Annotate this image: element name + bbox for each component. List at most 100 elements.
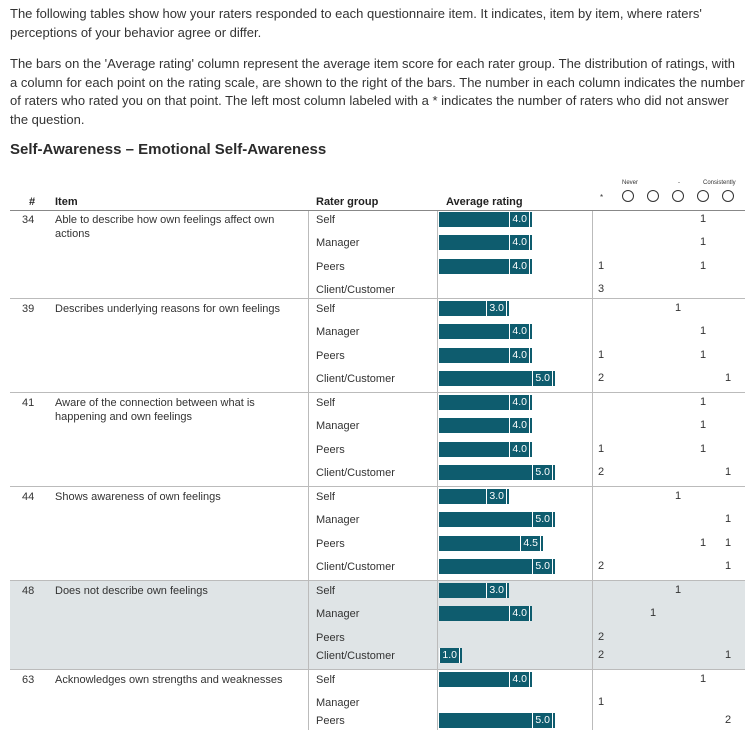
average-rating-value: 1.0	[439, 648, 460, 663]
header-average-rating: Average rating	[446, 196, 523, 208]
average-rating-bar: 4.0	[439, 395, 532, 410]
header-rater-group: Rater group	[316, 196, 379, 208]
average-rating-bar: 4.0	[439, 324, 532, 339]
rater-group-label: Self	[316, 303, 335, 315]
rating-count: 1	[724, 372, 732, 384]
rater-group-label: Manager	[316, 326, 360, 338]
item-block	[10, 581, 745, 669]
rating-count: 1	[597, 696, 605, 708]
rating-count: 1	[699, 213, 707, 225]
rater-group-label: Client/Customer	[316, 467, 395, 479]
scale-point-5-icon	[722, 190, 734, 202]
item-text: Describes underlying reasons for own fee…	[55, 303, 281, 315]
average-rating-value: 4.5	[520, 536, 541, 551]
section-title: Self-Awareness – Emotional Self-Awarenes…	[10, 141, 327, 158]
rating-count: 1	[597, 349, 605, 361]
average-rating-bar: 4.0	[439, 418, 532, 433]
rater-group-label: Manager	[316, 514, 360, 526]
average-rating-bar: 5.0	[439, 465, 555, 480]
intro-paragraph-2: The bars on the 'Average rating' column …	[10, 56, 745, 127]
rating-count: 3	[597, 283, 605, 295]
average-rating-value: 4.0	[509, 235, 530, 250]
average-rating-bar: 5.0	[439, 371, 555, 386]
rater-group-label: Manager	[316, 420, 360, 432]
scale-label-consistently: Consistently	[703, 180, 736, 186]
average-rating-bar: 4.0	[439, 606, 532, 621]
item-separator	[10, 392, 745, 393]
no-answer-column-header: *	[600, 193, 604, 202]
rating-count: 2	[597, 560, 605, 572]
rater-group-label: Client/Customer	[316, 284, 395, 296]
average-rating-bar: 3.0	[439, 583, 509, 598]
rating-count: 1	[597, 443, 605, 455]
rater-group-label: Manager	[316, 697, 360, 709]
rating-count: 1	[699, 349, 707, 361]
average-rating-bar: 4.0	[439, 259, 532, 274]
rater-group-label: Peers	[316, 538, 345, 550]
item-text: Aware of the connection between what is …	[55, 397, 255, 423]
average-rating-bar: 4.0	[439, 212, 532, 227]
average-rating-value: 4.0	[509, 672, 530, 687]
rater-group-label: Peers	[316, 350, 345, 362]
item-number: 63	[22, 674, 35, 686]
average-rating-value: 5.0	[532, 371, 553, 386]
average-rating-value: 4.0	[509, 606, 530, 621]
rater-group-label: Self	[316, 491, 335, 503]
item-number: 41	[22, 397, 35, 409]
scale-label-mid: -	[678, 180, 680, 186]
rater-group-label: Self	[316, 397, 335, 409]
rating-count: 1	[699, 236, 707, 248]
item-separator	[10, 669, 745, 670]
item-text: Able to describe how own feelings affect…	[55, 214, 275, 240]
rating-count: 1	[674, 584, 682, 596]
item-number: 48	[22, 585, 35, 597]
average-rating-value: 3.0	[486, 301, 507, 316]
average-rating-value: 3.0	[486, 583, 507, 598]
item-separator	[10, 486, 745, 487]
rating-count: 2	[597, 631, 605, 643]
item-number: 39	[22, 303, 35, 315]
rating-count: 1	[724, 513, 732, 525]
average-rating-value: 3.0	[486, 489, 507, 504]
rating-count: 1	[699, 260, 707, 272]
rater-group-label: Manager	[316, 608, 360, 620]
average-rating-value: 4.0	[509, 348, 530, 363]
average-rating-bar: 1.0	[439, 648, 462, 663]
rating-count: 2	[724, 714, 732, 726]
header-divider	[10, 210, 745, 211]
average-rating-value: 4.0	[509, 418, 530, 433]
rating-count: 1	[724, 537, 732, 549]
item-text: Acknowledges own strengths and weaknesse…	[55, 674, 283, 686]
rater-group-label: Client/Customer	[316, 561, 395, 573]
rater-group-label: Self	[316, 674, 335, 686]
scale-point-4-icon	[697, 190, 709, 202]
rating-count: 1	[699, 396, 707, 408]
average-rating-value: 4.0	[509, 259, 530, 274]
average-rating-value: 4.0	[509, 395, 530, 410]
average-rating-value: 4.0	[509, 442, 530, 457]
rating-count: 1	[699, 443, 707, 455]
rating-count: 1	[724, 649, 732, 661]
rating-count: 2	[597, 466, 605, 478]
item-number: 34	[22, 214, 35, 226]
scale-point-2-icon	[647, 190, 659, 202]
average-rating-value: 4.0	[509, 212, 530, 227]
scale-point-3-icon	[672, 190, 684, 202]
average-rating-value: 5.0	[532, 512, 553, 527]
rating-count: 1	[674, 490, 682, 502]
average-rating-bar: 3.0	[439, 489, 509, 504]
header-item: Item	[55, 196, 78, 208]
rater-group-label: Manager	[316, 237, 360, 249]
average-rating-bar: 4.0	[439, 442, 532, 457]
average-rating-value: 5.0	[532, 559, 553, 574]
average-rating-bar: 5.0	[439, 713, 555, 728]
item-separator	[10, 298, 745, 299]
average-rating-value: 5.0	[532, 713, 553, 728]
rater-group-label: Client/Customer	[316, 650, 395, 662]
rater-group-label: Self	[316, 214, 335, 226]
item-separator	[10, 580, 745, 581]
average-rating-value: 4.0	[509, 324, 530, 339]
average-rating-bar: 4.5	[439, 536, 543, 551]
rater-group-label: Peers	[316, 444, 345, 456]
rater-group-label: Peers	[316, 715, 345, 727]
